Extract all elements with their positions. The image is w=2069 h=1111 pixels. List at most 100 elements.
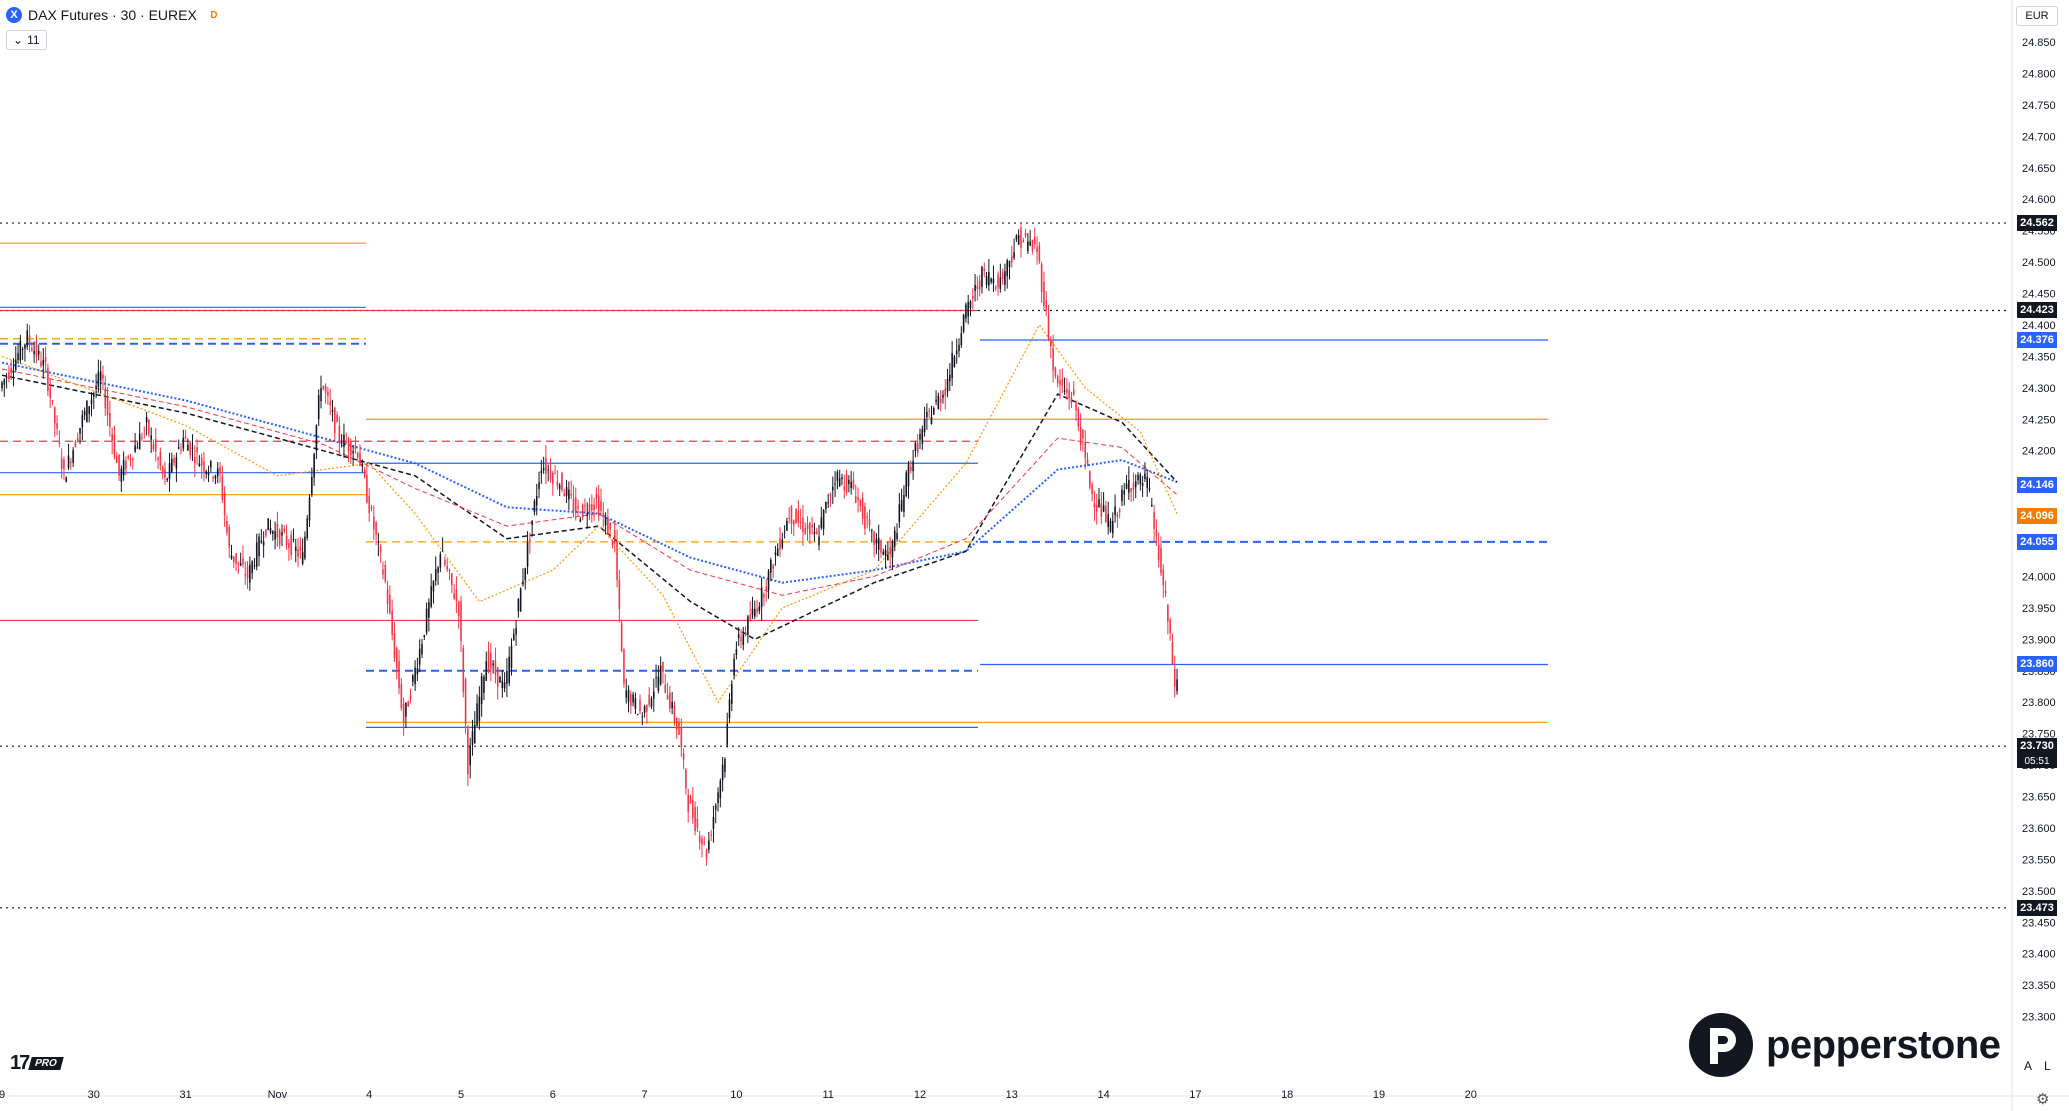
- candle-body: [33, 350, 35, 354]
- y-tick-label: 24.450: [2022, 289, 2056, 301]
- candle-body: [90, 399, 93, 404]
- y-tick-label: 23.600: [2022, 823, 2056, 835]
- candle-body: [361, 464, 364, 467]
- candle-body: [462, 647, 465, 692]
- candle-body: [159, 452, 162, 466]
- candle-body: [249, 564, 251, 583]
- candle-body: [795, 508, 797, 524]
- moving-average-line: [1, 374, 1178, 641]
- candle-body: [1066, 388, 1068, 393]
- candle-body: [724, 758, 726, 772]
- candle-body: [1176, 679, 1178, 692]
- candle-body: [168, 463, 171, 479]
- candle-body: [405, 702, 407, 717]
- candle-body: [1015, 235, 1018, 240]
- candle-body: [517, 599, 520, 612]
- candle-body: [308, 497, 311, 521]
- level-price-tag: 24.423: [2017, 302, 2057, 319]
- candle-body: [680, 727, 683, 748]
- candle-body: [850, 481, 852, 488]
- candle-body: [884, 550, 887, 556]
- candle-body: [494, 660, 497, 676]
- candle-body: [1091, 484, 1093, 495]
- candle-body: [838, 478, 841, 487]
- candle-body: [1011, 255, 1013, 263]
- candle-body: [485, 661, 488, 681]
- candle-body: [111, 433, 113, 441]
- candle-body: [618, 580, 621, 610]
- candle-body: [834, 483, 836, 485]
- candle-body: [623, 649, 625, 684]
- tradingview-logo[interactable]: 17 PRO: [10, 1052, 64, 1075]
- log-scale-button[interactable]: L: [2044, 1059, 2051, 1073]
- candle-body: [1144, 473, 1146, 480]
- candle-body: [726, 723, 729, 745]
- candle-body: [258, 536, 260, 557]
- candle-body: [751, 608, 754, 616]
- candle-body: [540, 470, 543, 474]
- pepperstone-mark-icon: [1689, 1013, 1753, 1077]
- candle-body: [774, 552, 777, 555]
- candle-body: [8, 372, 10, 380]
- candle-body: [148, 419, 150, 435]
- candle-body: [329, 401, 331, 406]
- candle-body: [535, 496, 538, 506]
- symbol-title[interactable]: DAX Futures · 30 · EUREX: [28, 7, 197, 23]
- candle-body: [315, 425, 318, 451]
- candle-body: [175, 457, 178, 469]
- candle-body: [423, 635, 426, 638]
- candle-body: [324, 386, 327, 393]
- last-price-tag: 23.730: [2017, 738, 2057, 755]
- candle-body: [871, 530, 873, 532]
- candle-body: [1107, 514, 1109, 528]
- indicator-toggle-button[interactable]: ⌄ 11: [6, 30, 47, 50]
- candle-body: [524, 567, 527, 581]
- candle-body: [655, 677, 657, 679]
- candle-body: [487, 650, 490, 671]
- candle-body: [1164, 590, 1167, 594]
- candle-body: [44, 356, 47, 363]
- candle-body: [864, 506, 866, 529]
- candle-body: [687, 794, 690, 812]
- candle-body: [611, 541, 614, 545]
- candle-body: [88, 406, 91, 415]
- candle-body: [836, 471, 839, 481]
- candle-body: [274, 531, 276, 540]
- candle-body: [1024, 232, 1027, 237]
- candle-body: [985, 276, 988, 285]
- level-price-tag: 24.376: [2017, 332, 2057, 349]
- candle-body: [593, 504, 595, 511]
- gear-icon[interactable]: ⚙: [2036, 1091, 2050, 1108]
- currency-button[interactable]: EUR: [2016, 6, 2058, 26]
- candle-body: [28, 335, 31, 344]
- candle-body: [604, 517, 607, 526]
- candle-body: [340, 445, 343, 447]
- candle-body: [451, 573, 453, 585]
- candle-body: [311, 477, 313, 495]
- candle-body: [448, 569, 451, 572]
- candle-body: [1134, 481, 1137, 488]
- candle-body: [675, 718, 678, 730]
- level-price-tag: 24.055: [2017, 533, 2057, 550]
- candle-body: [1020, 227, 1022, 248]
- candle-body: [203, 461, 205, 472]
- candle-body: [115, 456, 118, 463]
- candle-body: [547, 469, 550, 471]
- candle-body: [804, 528, 807, 535]
- auto-scale-button[interactable]: A: [2024, 1059, 2033, 1073]
- candle-body: [542, 467, 545, 471]
- candle-body: [554, 473, 556, 475]
- level-price-tag: 23.860: [2017, 656, 2057, 673]
- candle-body: [473, 724, 476, 744]
- candle-body: [1022, 240, 1025, 243]
- candle-body: [971, 296, 974, 299]
- candle-body: [760, 587, 763, 608]
- candle-body: [260, 540, 263, 543]
- candle-body: [799, 522, 802, 524]
- candle-body: [437, 567, 439, 573]
- candle-body: [1123, 490, 1126, 495]
- candle-body: [1084, 441, 1087, 458]
- candle-body: [783, 531, 786, 533]
- candle-body: [239, 563, 242, 566]
